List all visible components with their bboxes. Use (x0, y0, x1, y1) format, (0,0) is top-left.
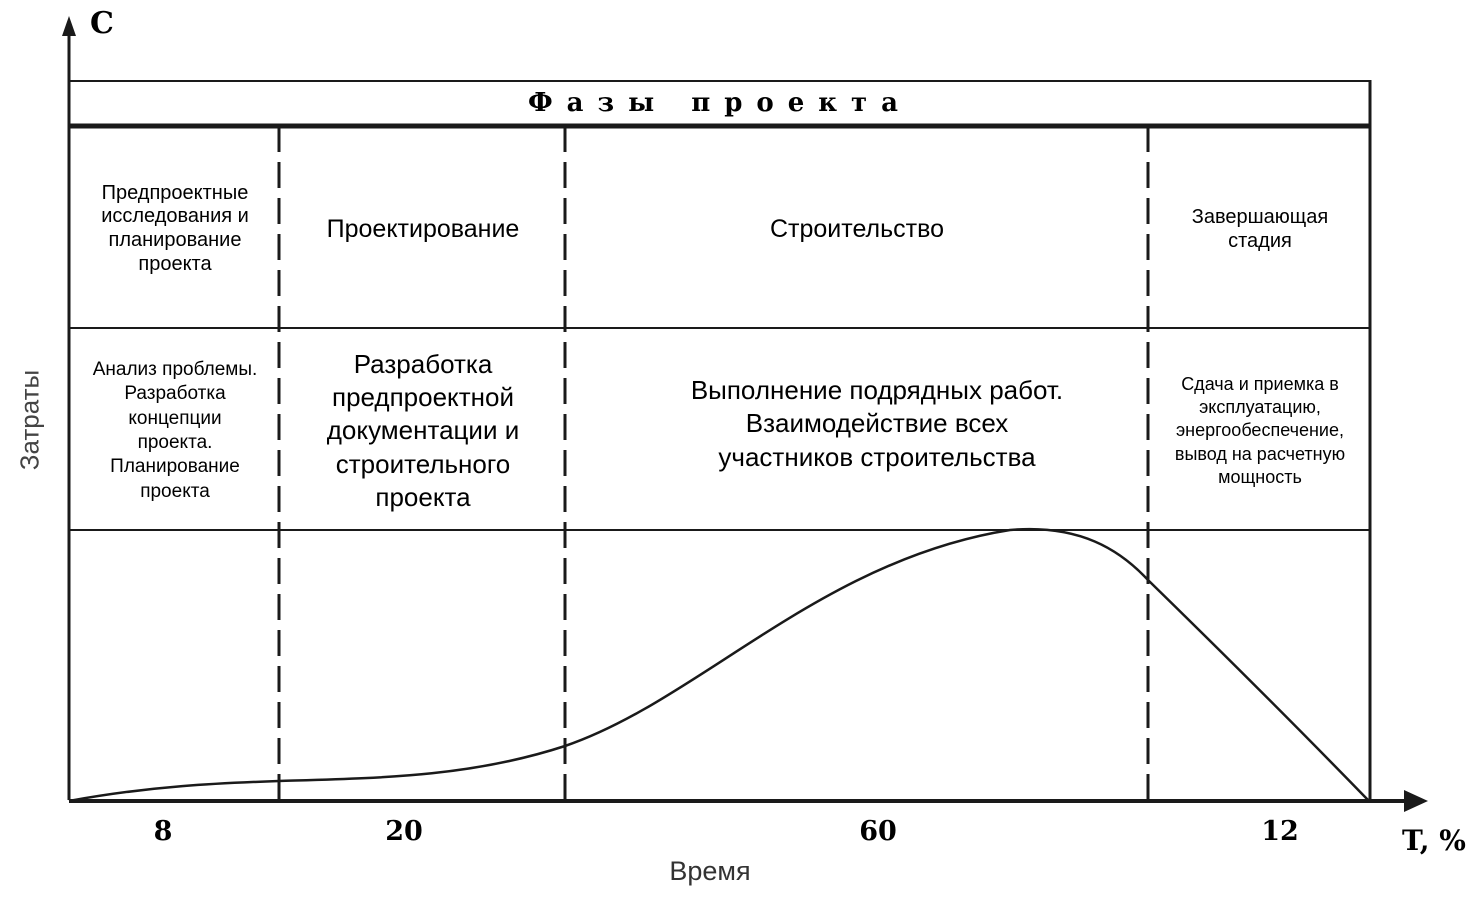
x-axis-arrowhead (1404, 790, 1428, 812)
phase-name-pre-project: Предпроектные исследования и планировани… (101, 181, 249, 275)
y-axis-arrowhead (62, 16, 76, 36)
phase-name-construction: Строительство (770, 215, 944, 244)
x-axis-label: Время (669, 856, 751, 886)
phase-percent-completion: 12 (1261, 816, 1299, 847)
phase-desc-design: Разработка предпроектной документации и … (326, 348, 520, 512)
phase-name-design: Проектирование (326, 215, 520, 244)
phase-name-completion: Завершающая стадия (1191, 206, 1329, 252)
phases-header-title: Фазы проекта (527, 88, 913, 118)
phase-percent-pre-project: 8 (153, 816, 173, 847)
phase-percent-design: 20 (385, 816, 423, 847)
phase-desc-completion: Сдача и приемка в эксплуатацию, энергооб… (1174, 374, 1346, 487)
phase-desc-pre-project: Анализ проблемы. Разработка концепции пр… (92, 359, 258, 502)
phase-desc-construction: Выполнение подрядных работ. Взаимодейств… (690, 375, 1064, 472)
cost-curve (68, 527, 1369, 803)
y-axis-label: Затраты (14, 369, 45, 471)
x-axis-symbol: T, % (1402, 824, 1466, 857)
phase-percent-construction: 60 (859, 816, 897, 847)
y-axis-symbol: C (90, 6, 114, 41)
